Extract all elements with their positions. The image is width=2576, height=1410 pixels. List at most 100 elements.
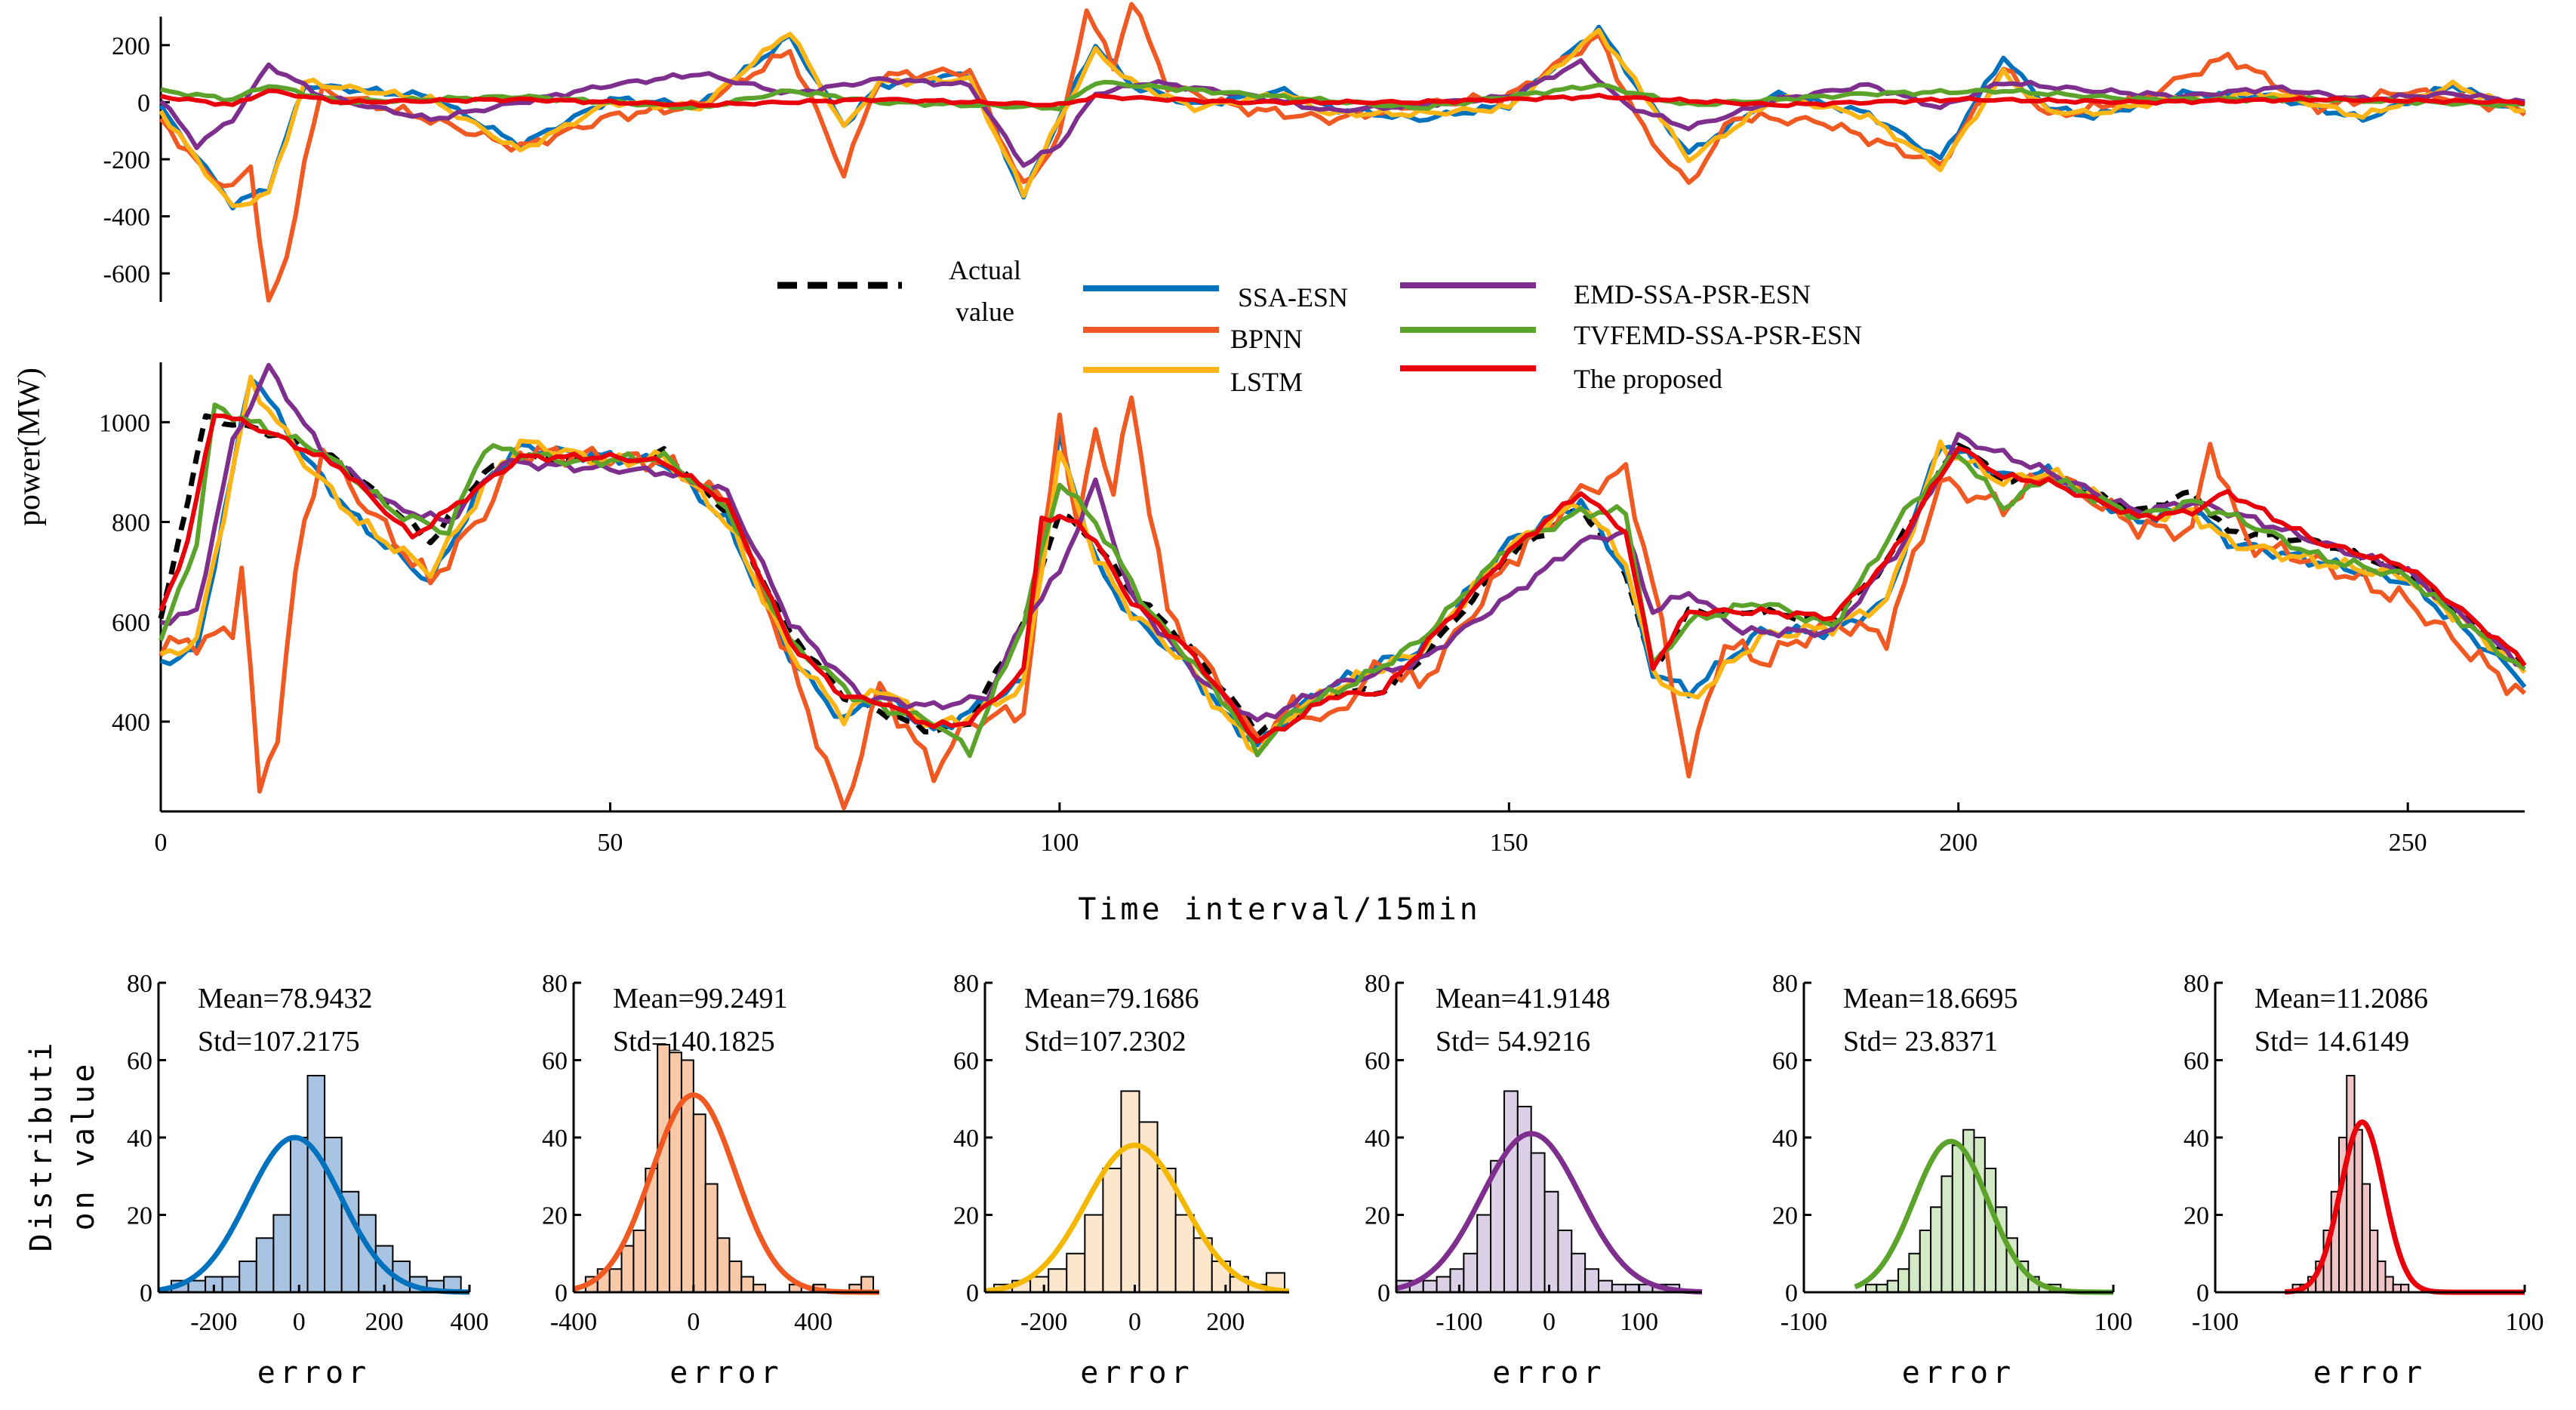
dist-axis-label-line2: on value [66, 1061, 101, 1231]
hist-bar [239, 1261, 257, 1293]
hist-y-tick-label: 80 [1365, 970, 1390, 998]
hist-x-tick-label: 200 [365, 1308, 404, 1336]
hist-bar [728, 1261, 743, 1293]
hist-mean-label: Mean=18.6695 [1843, 983, 2017, 1014]
power-y-tick-label: 400 [112, 709, 150, 737]
hist-x-tick-label: 100 [2506, 1308, 2544, 1336]
hist-bar [1919, 1230, 1932, 1293]
hist-bar [1930, 1206, 1943, 1293]
hist-x-axis-label: error [669, 1356, 783, 1390]
hist-y-tick-label: 80 [127, 970, 152, 998]
hist-x-tick-label: 200 [1206, 1308, 1245, 1336]
hist-y-tick-label: 60 [542, 1048, 568, 1076]
legend-label-ssa-esn: SSA-ESN [1238, 282, 1348, 312]
hist-y-tick-label: 0 [555, 1279, 568, 1307]
hist-bar [2384, 1276, 2394, 1293]
hist-bar [620, 1245, 635, 1293]
hist-y-tick-label: 40 [127, 1125, 152, 1153]
legend: Actual value SSA-ESN BPNN LSTM EMD-SSA-PSR-ES… [777, 255, 1862, 397]
hist-y-tick-label: 60 [127, 1048, 152, 1076]
legend-actual-label-line2: value [956, 297, 1014, 327]
hist-fit-curve [158, 1134, 469, 1295]
hist-fit-curve [2285, 1119, 2525, 1295]
hist-x-axis-label: error [1902, 1356, 2015, 1390]
legend-label-bpnn: BPNN [1230, 324, 1303, 354]
error-y-tick-label: -200 [103, 146, 150, 174]
legend-label-emd-ssa-psr-esn: EMD-SSA-PSR-ESN [1574, 279, 1811, 309]
hist-fit-curve [984, 1142, 1290, 1295]
hist-std-label: Std=140.1825 [613, 1026, 775, 1058]
hist-x-axis-label: error [2313, 1356, 2427, 1390]
hist-bar [704, 1183, 719, 1293]
power-x-tick-label: 200 [1939, 829, 1977, 857]
hist-y-tick-label: 0 [2196, 1279, 2209, 1307]
error-series-emd-ssa-psr-esn [159, 58, 2525, 168]
hist-bar [2400, 1283, 2410, 1293]
hist-x-tick-label: 0 [1128, 1308, 1141, 1336]
hist-bar [1557, 1230, 1573, 1293]
hist-bar [1422, 1279, 1438, 1293]
hist-y-tick-label: 20 [1365, 1202, 1390, 1230]
hist-bar [1543, 1190, 1559, 1293]
hist-y-tick-label: 60 [1772, 1048, 1798, 1076]
hist-panel-emd-ssa-psr-esn: 0 20 40 60 80 -100 0 100 error Mean=41.9148 Std= 5… [1365, 970, 1703, 1390]
power-series-emd-ssa-psr-esn [160, 362, 2525, 722]
hist-y-tick-label: 0 [140, 1279, 152, 1307]
power-y-tick-label: 1000 [99, 409, 150, 437]
hist-panel-the-proposed: 0 20 40 60 80 -100 100 error Mean=11.2086 Std= 14… [2184, 970, 2544, 1390]
hist-bar [1865, 1283, 1878, 1293]
power-panel: 1000 800 600 400 0 50 100 150 200 250 [99, 362, 2527, 857]
hist-y-tick-label: 60 [1365, 1048, 1390, 1076]
hist-bar [255, 1237, 275, 1293]
error-y-tick-label: -600 [103, 260, 150, 288]
power-x-tick-label: 0 [155, 829, 168, 857]
hist-bar [1973, 1137, 1986, 1293]
dist-axis-label-line1: Distributi [24, 1040, 59, 1252]
hist-bar [1066, 1252, 1086, 1293]
hist-bar [1530, 1152, 1546, 1293]
hist-bar [1503, 1090, 1519, 1293]
hist-bar [1463, 1252, 1479, 1293]
hist-x-tick-label: -200 [1020, 1308, 1067, 1336]
hist-bar [187, 1279, 207, 1293]
hist-bar [289, 1137, 309, 1293]
hist-bar [306, 1075, 326, 1293]
hist-x-axis-label: error [1492, 1356, 1605, 1390]
power-x-tick-label: 150 [1490, 829, 1528, 857]
hist-x-tick-label: 0 [687, 1308, 700, 1336]
hist-bar [1476, 1214, 1492, 1293]
hist-x-tick-label: -100 [1780, 1308, 1827, 1336]
hist-y-tick-label: 0 [1785, 1279, 1798, 1307]
hist-bar [1584, 1268, 1600, 1293]
hist-bar [1102, 1168, 1122, 1293]
hist-bar [608, 1268, 623, 1293]
hist-bar [1084, 1214, 1104, 1293]
power-x-tick-label: 250 [2389, 829, 2427, 857]
hist-y-tick-label: 20 [2184, 1202, 2209, 1230]
hist-x-tick-label: 400 [451, 1308, 489, 1336]
hist-std-label: Std= 14.6149 [2254, 1026, 2409, 1058]
hist-y-tick-label: 60 [953, 1048, 979, 1076]
hist-bar [1876, 1283, 1888, 1293]
hist-bar [2392, 1283, 2402, 1293]
hist-x-axis-label: error [257, 1356, 371, 1390]
hist-y-tick-label: 40 [953, 1125, 979, 1153]
hist-bar [669, 1051, 682, 1293]
hist-bar [2346, 1075, 2356, 1293]
hist-std-label: Std= 54.9216 [1436, 1026, 1590, 1058]
power-y-tick-label: 600 [112, 609, 150, 637]
hist-bar [1951, 1144, 1965, 1293]
hist-y-tick-label: 80 [953, 970, 979, 998]
hist-y-tick-label: 20 [127, 1202, 152, 1230]
hist-bar [1449, 1268, 1465, 1293]
hist-fit-curve [1396, 1131, 1703, 1295]
hist-y-tick-label: 40 [542, 1125, 568, 1153]
hist-bar [2361, 1183, 2371, 1293]
hist-bar [1624, 1283, 1640, 1293]
hist-bar [1048, 1268, 1068, 1293]
hist-bar [1897, 1268, 1910, 1293]
error-panel: 200 0 -200 -400 -600 [103, 2, 2526, 303]
hist-y-tick-label: 40 [1772, 1125, 1798, 1153]
legend-label-lstm: LSTM [1230, 367, 1303, 397]
